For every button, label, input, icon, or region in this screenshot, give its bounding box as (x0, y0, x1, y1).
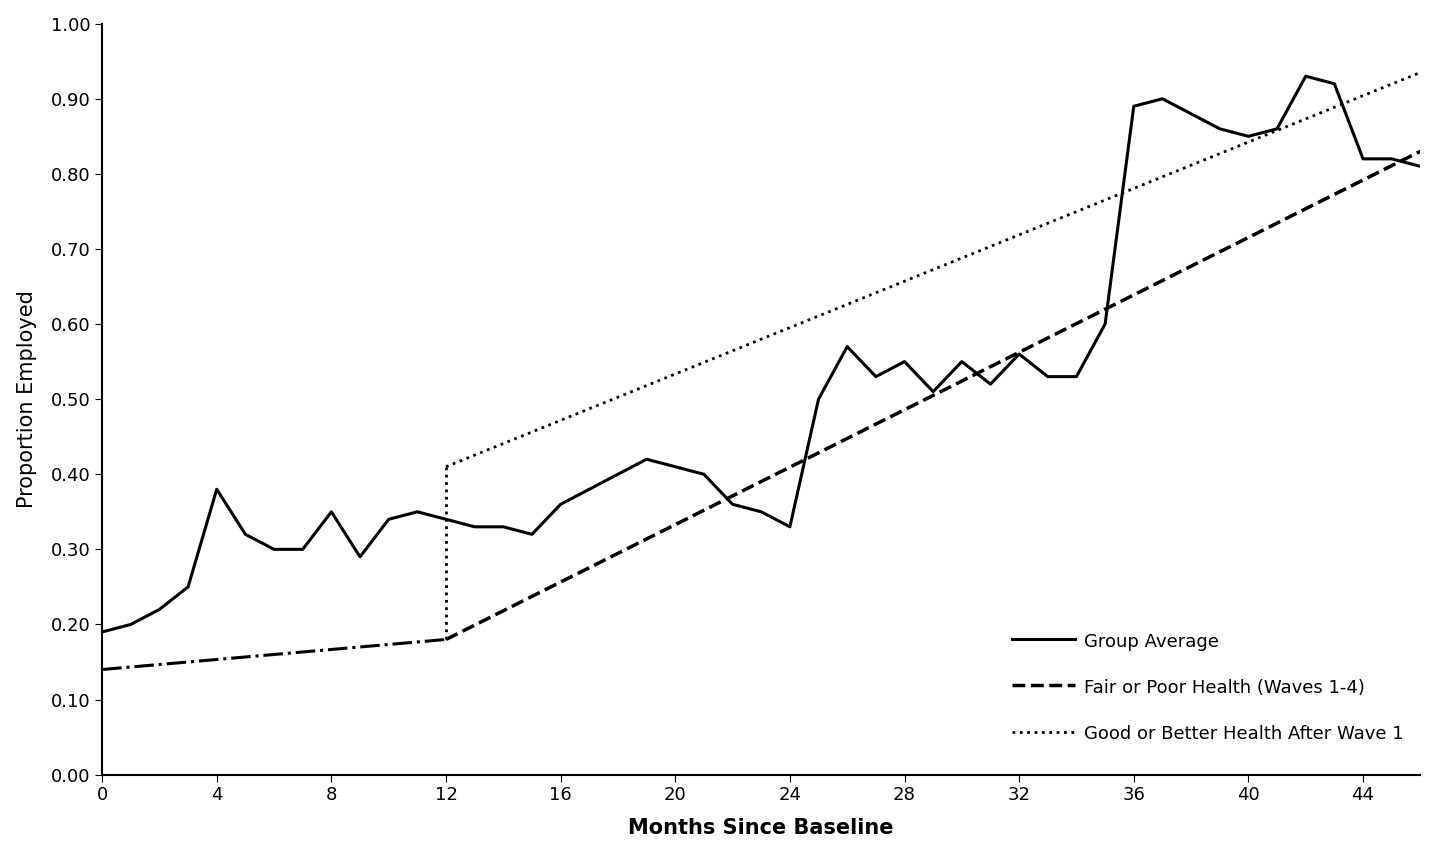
Group Average (408, 507, 425, 517)
Group Average (466, 522, 483, 532)
Group Average (323, 507, 341, 517)
Group Average (352, 551, 369, 562)
Group Average (810, 394, 828, 404)
Group Average (924, 386, 941, 397)
Group Average (1125, 101, 1142, 111)
Group Average (1211, 124, 1229, 134)
Group Average (782, 522, 799, 532)
Group Average (895, 357, 912, 367)
Group Average (437, 514, 454, 524)
Group Average (1068, 371, 1085, 381)
Group Average (667, 462, 684, 472)
Group Average (523, 529, 540, 540)
Group Average (1039, 371, 1056, 381)
Group Average (208, 484, 226, 494)
Group Average (1183, 109, 1200, 119)
Group Average (753, 507, 770, 517)
Group Average (696, 469, 713, 480)
Group Average (609, 469, 627, 480)
X-axis label: Months Since Baseline: Months Since Baseline (628, 818, 894, 839)
Line: Good or Better Health After Wave 1: Good or Better Health After Wave 1 (445, 73, 1420, 467)
Group Average (266, 545, 283, 555)
Group Average (581, 484, 598, 494)
Line: Fair or Poor Health (Waves 1-4): Fair or Poor Health (Waves 1-4) (445, 151, 1420, 640)
Group Average (237, 529, 254, 540)
Group Average (1326, 79, 1344, 89)
Group Average (494, 522, 512, 532)
Legend: Group Average, Fair or Poor Health (Waves 1-4), Good or Better Health After Wave: Group Average, Fair or Poor Health (Wave… (1004, 624, 1411, 751)
Fair or Poor Health (Waves 1-4) (437, 634, 454, 645)
Group Average (1096, 319, 1114, 329)
Group Average (552, 499, 569, 510)
Group Average (638, 454, 655, 464)
Group Average (1382, 154, 1400, 164)
Group Average (122, 619, 139, 629)
Group Average (953, 357, 970, 367)
Group Average (93, 627, 111, 637)
Group Average (1269, 124, 1286, 134)
Group Average (981, 379, 999, 389)
Group Average (1240, 131, 1257, 141)
Group Average (1355, 154, 1372, 164)
Good or Better Health After Wave 1 (437, 462, 454, 472)
Group Average (295, 545, 312, 555)
Group Average (867, 371, 884, 381)
Group Average (724, 499, 741, 510)
Group Average (379, 514, 397, 524)
Line: Group Average: Group Average (102, 76, 1420, 632)
Group Average (1411, 162, 1428, 172)
Group Average (1154, 94, 1171, 104)
Group Average (180, 581, 197, 592)
Group Average (151, 604, 168, 615)
Group Average (1010, 349, 1027, 359)
Y-axis label: Proportion Employed: Proportion Employed (17, 290, 37, 508)
Group Average (1298, 71, 1315, 81)
Group Average (839, 341, 856, 351)
Fair or Poor Health (Waves 1-4) (1411, 146, 1428, 156)
Good or Better Health After Wave 1 (1411, 68, 1428, 78)
